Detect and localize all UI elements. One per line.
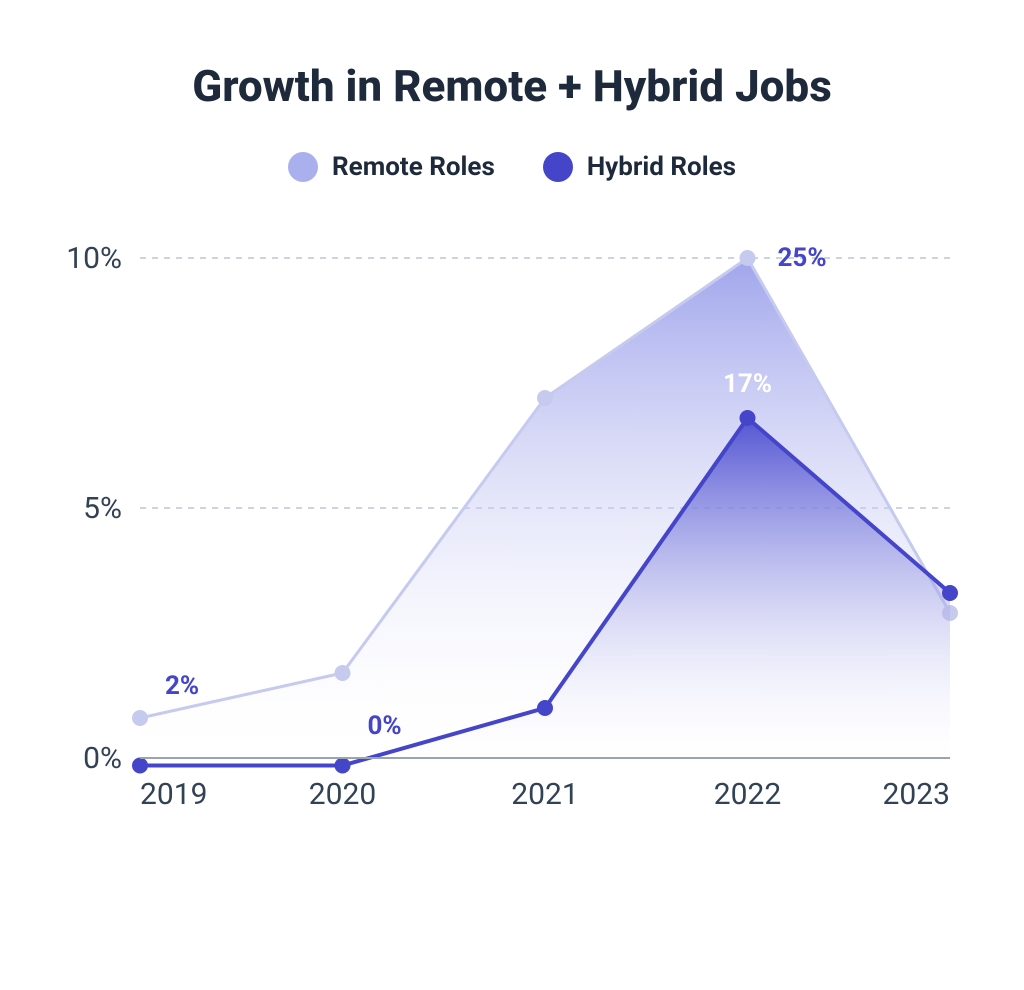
chart-title: Growth in Remote + Hybrid Jobs	[40, 60, 984, 112]
legend-item-remote-roles: Remote Roles	[288, 152, 495, 182]
annotation-label: 0%	[368, 711, 402, 741]
y-tick-label: 10%	[66, 241, 122, 276]
annotation-label: 2%	[165, 671, 199, 701]
marker-remote	[132, 710, 148, 726]
x-tick-label: 2023	[883, 777, 950, 812]
y-tick-label: 5%	[83, 491, 122, 526]
y-tick-label: 0%	[83, 741, 122, 776]
marker-hybrid	[537, 700, 553, 716]
marker-hybrid	[740, 410, 756, 426]
chart-legend: Remote Roles Hybrid Roles	[40, 152, 984, 182]
marker-remote	[537, 390, 553, 406]
legend-dot-icon	[543, 152, 573, 182]
marker-hybrid	[335, 758, 351, 774]
x-tick-label: 2020	[309, 777, 376, 812]
chart-plot-area: 0% 5% 10% 2019 2020 2021 2022 2023 2% 0% 25% 17%	[40, 218, 984, 838]
x-tick-label: 2022	[714, 777, 781, 812]
annotation-label: 25%	[778, 243, 827, 273]
marker-remote	[740, 250, 756, 266]
legend-dot-icon	[288, 152, 318, 182]
annotation-label: 17%	[723, 369, 772, 399]
marker-remote	[335, 665, 351, 681]
x-tick-label: 2021	[511, 777, 578, 812]
legend-label: Hybrid Roles	[587, 152, 736, 182]
x-tick-label: 2019	[140, 777, 207, 812]
marker-hybrid	[132, 758, 148, 774]
marker-hybrid	[942, 585, 958, 601]
chart-card: Growth in Remote + Hybrid Jobs Remote Ro…	[0, 0, 1024, 990]
legend-label: Remote Roles	[332, 152, 495, 182]
legend-item-hybrid-roles: Hybrid Roles	[543, 152, 736, 182]
chart-svg: 0% 5% 10% 2019 2020 2021 2022 2023 2% 0% 25% 17%	[40, 218, 980, 838]
